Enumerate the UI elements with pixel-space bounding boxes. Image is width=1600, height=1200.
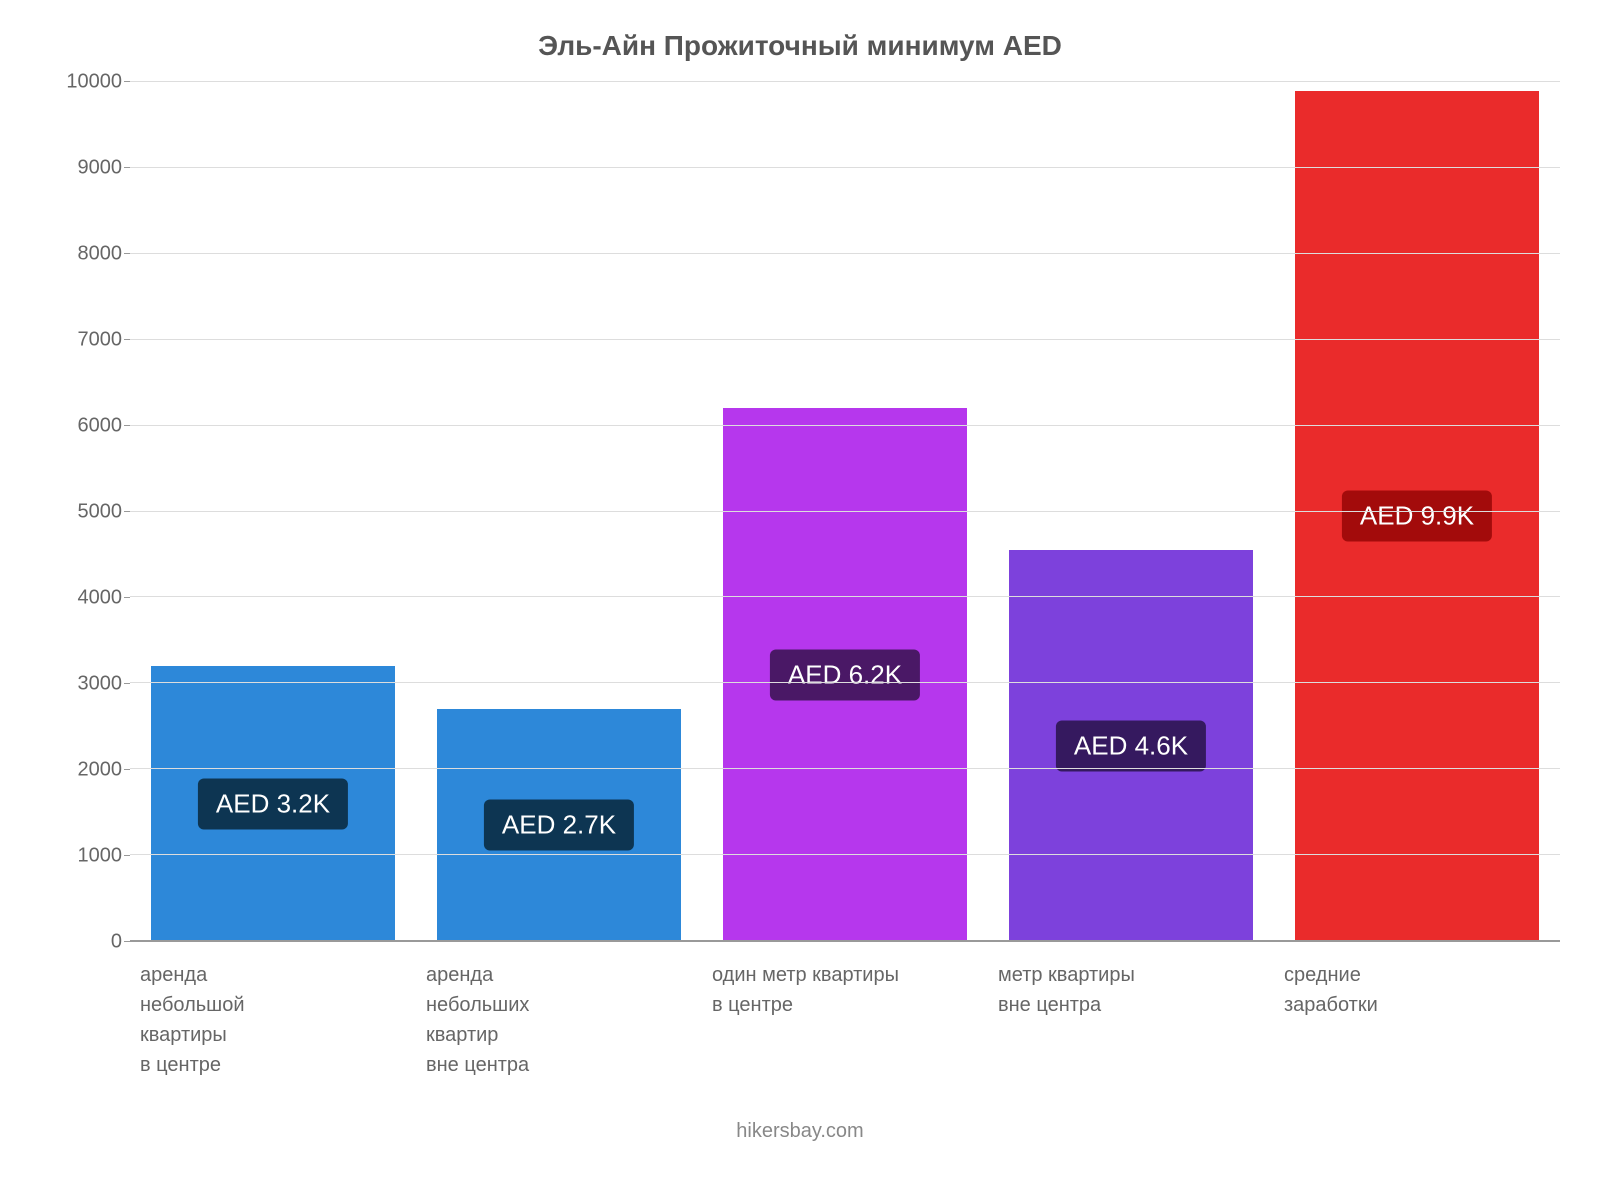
x-axis-label: средниезаработки bbox=[1274, 942, 1560, 1080]
bar-slot: AED 4.6K bbox=[988, 82, 1274, 941]
bar-slot: AED 9.9K bbox=[1274, 82, 1560, 941]
value-badge: AED 9.9K bbox=[1342, 490, 1492, 541]
grid-line bbox=[130, 854, 1560, 855]
grid-line bbox=[130, 425, 1560, 426]
y-tick-label: 6000 bbox=[78, 415, 123, 438]
bar: AED 3.2K bbox=[151, 666, 394, 941]
value-badge: AED 3.2K bbox=[198, 778, 348, 829]
y-tick-label: 7000 bbox=[78, 329, 123, 352]
grid-line bbox=[130, 339, 1560, 340]
y-tick-label: 1000 bbox=[78, 845, 123, 868]
bar: AED 4.6K bbox=[1009, 550, 1252, 941]
value-badge: AED 4.6K bbox=[1056, 720, 1206, 771]
y-tick-label: 2000 bbox=[78, 759, 123, 782]
y-tick-label: 0 bbox=[111, 931, 122, 954]
bar-slot: AED 2.7K bbox=[416, 82, 702, 941]
chart-container: Эль-Айн Прожиточный минимум AED 0 1000 200… bbox=[0, 0, 1600, 1200]
x-axis-labels: аренданебольшойквартирыв центреаренданеб… bbox=[130, 942, 1560, 1080]
value-badge: AED 6.2K bbox=[770, 649, 920, 700]
plot-row: 0100020003000400050006000700080009000100… bbox=[40, 82, 1560, 942]
value-badge: AED 2.7K bbox=[484, 800, 634, 851]
grid-line bbox=[130, 940, 1560, 941]
grid-line bbox=[130, 682, 1560, 683]
plot-area: AED 3.2K AED 2.7K AED 6.2K AED 4.6K AED 9.9K bbox=[130, 82, 1560, 942]
x-axis-label: аренданебольшойквартирыв центре bbox=[130, 942, 416, 1080]
bars-layer: AED 3.2K AED 2.7K AED 6.2K AED 4.6K AED 9.9K bbox=[130, 82, 1560, 941]
grid-line bbox=[130, 167, 1560, 168]
chart-title: Эль-Айн Прожиточный минимум AED bbox=[40, 30, 1560, 62]
x-axis-label: метр квартирывне центра bbox=[988, 942, 1274, 1080]
y-tick-label: 4000 bbox=[78, 587, 123, 610]
y-tick-label: 10000 bbox=[66, 71, 122, 94]
grid-line bbox=[130, 253, 1560, 254]
y-tick-label: 3000 bbox=[78, 673, 123, 696]
grid-line bbox=[130, 596, 1560, 597]
bar-slot: AED 3.2K bbox=[130, 82, 416, 941]
y-axis: 0100020003000400050006000700080009000100… bbox=[40, 82, 130, 942]
grid-line bbox=[130, 511, 1560, 512]
bar-slot: AED 6.2K bbox=[702, 82, 988, 941]
bar: AED 9.9K bbox=[1295, 91, 1538, 941]
grid-line bbox=[130, 81, 1560, 82]
bar: AED 6.2K bbox=[723, 408, 966, 941]
attribution-text: hikersbay.com bbox=[40, 1120, 1560, 1143]
y-tick-label: 9000 bbox=[78, 157, 123, 180]
grid-line bbox=[130, 768, 1560, 769]
y-tick-label: 5000 bbox=[78, 501, 123, 524]
y-tick-label: 8000 bbox=[78, 243, 123, 266]
x-axis-label: один метр квартирыв центре bbox=[702, 942, 988, 1080]
bar: AED 2.7K bbox=[437, 709, 680, 941]
x-axis-label: аренданебольшихквартирвне центра bbox=[416, 942, 702, 1080]
